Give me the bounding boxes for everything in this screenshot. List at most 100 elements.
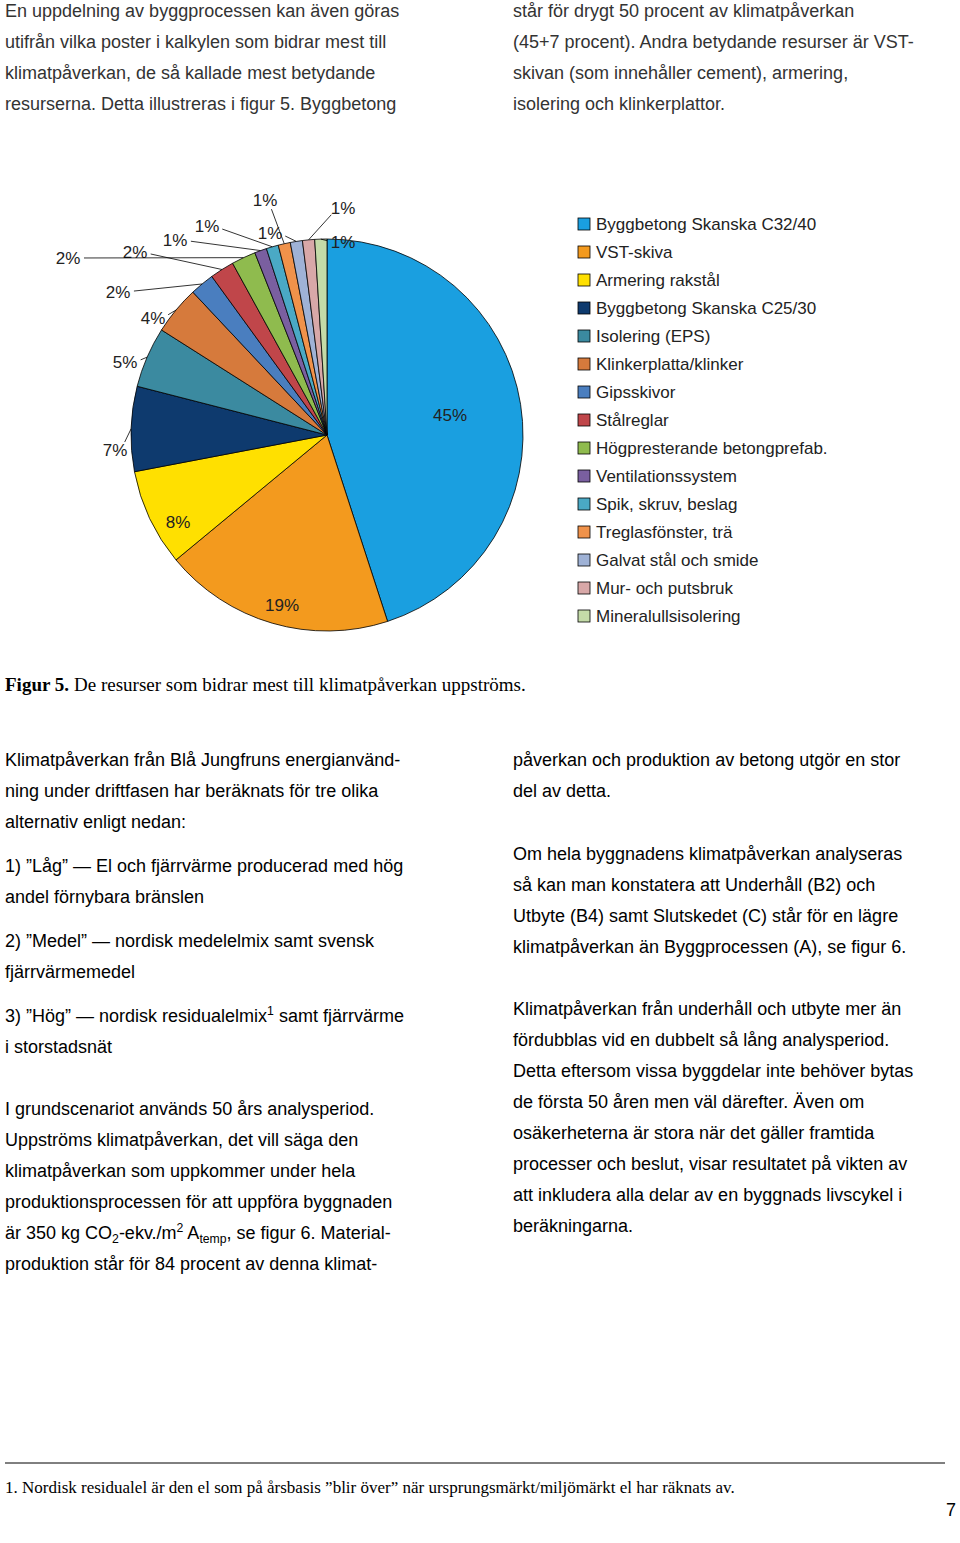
text-segment: samt fjärrvärme (274, 1006, 404, 1026)
leader-line (309, 215, 332, 240)
data-label: 1% (253, 191, 278, 210)
legend-swatch (578, 218, 590, 230)
text-segment: A (183, 1223, 199, 1243)
footnote: 1. Nordisk residualel är den el som på å… (5, 1478, 735, 1497)
leader-line (191, 241, 261, 250)
legend-swatch (578, 358, 590, 370)
body-line: osäkerheterna är stora när det gäller fr… (513, 1123, 875, 1143)
legend-label: VST-skiva (596, 243, 673, 262)
legend-swatch (578, 246, 590, 258)
footnote-rule (5, 1463, 945, 1464)
data-label: 7% (103, 441, 128, 460)
legend-swatch (578, 554, 590, 566)
legend-label: Högpresterande betongprefab. (596, 439, 828, 458)
body-line: 1) ”Låg” — El och fjärrvärme producerad … (5, 856, 403, 876)
body-line: de första 50 åren men väl därefter. Även… (513, 1092, 864, 1112)
body: Klimatpåverkan från Blå Jungfruns energi… (5, 750, 913, 1274)
leader-line (321, 239, 327, 241)
data-label: 2% (56, 249, 81, 268)
data-label: 1% (258, 224, 283, 243)
intro-line: utifrån vilka poster i kalkylen som bidr… (5, 32, 386, 52)
legend: Byggbetong Skanska C32/40 VST-skiva Armeri… (578, 215, 828, 626)
intro-line: klimatpåverkan, de så kallade mest betyd… (5, 63, 375, 83)
intro-line: En uppdelning av byggprocessen kan även … (5, 1, 399, 21)
legend-label: Byggbetong Skanska C25/30 (596, 299, 816, 318)
page: En uppdelning av byggprocessen kan även … (0, 0, 960, 1543)
caption: Figur 5.De resurser som bidrar mest till… (5, 674, 526, 695)
leader-line (134, 284, 202, 291)
legend-swatch (578, 302, 590, 314)
data-label: 8% (166, 513, 191, 532)
intro-line: isolering och klinkerplattor. (513, 94, 725, 114)
data-labels: 45%19%8%7%5%4%2%2%2%1%1%1%1%1%1% (56, 191, 467, 615)
body-line: klimatpåverkan än Byggprocessen (A), se … (513, 937, 906, 957)
legend-swatch (578, 582, 590, 594)
legend-swatch (578, 498, 590, 510)
legend-label: Byggbetong Skanska C32/40 (596, 215, 816, 234)
body-line: fjärrvärmemedel (5, 962, 135, 982)
body-line: Klimatpåverkan från Blå Jungfruns energi… (5, 750, 400, 770)
text-segment: 3) ”Hög” — nordisk residualelmix (5, 1006, 267, 1026)
body-line: är 350 kg CO2-ekv./m2 Atemp, se figur 6.… (5, 1221, 391, 1246)
text-segment: , se figur 6. Material- (227, 1223, 391, 1243)
body-line: Uppströms klimatpåverkan, det vill säga … (5, 1130, 358, 1150)
body-line: produktion står för 84 procent av denna … (5, 1254, 377, 1274)
intro-line: (45+7 procent). Andra betydande resurser… (513, 32, 914, 52)
pie-slice (302, 239, 327, 435)
legend-label: Galvat stål och smide (596, 551, 759, 570)
body-line: produktionsprocessen för att uppföra byg… (5, 1192, 392, 1212)
body-line: alternativ enligt nedan: (5, 812, 186, 832)
legend-label: Mineralullsisolering (596, 607, 741, 626)
page-number: 7 (946, 1500, 956, 1520)
legend-label: Isolering (EPS) (596, 327, 710, 346)
legend-label: Ventilationssystem (596, 467, 737, 486)
chart: 45%19%8%7%5%4%2%2%2%1%1%1%1%1%1%Byggbeto… (56, 191, 828, 631)
legend-label: Stålreglar (596, 411, 669, 430)
leader-line (141, 357, 147, 360)
body-line: 2) ”Medel” — nordisk medelelmix samt sve… (5, 931, 375, 951)
legend-swatch (578, 330, 590, 342)
caption-text: De resurser som bidrar mest till klimatp… (74, 674, 526, 695)
background (0, 0, 960, 1543)
body-line: klimatpåverkan som uppkommer under hela (5, 1161, 356, 1181)
caption-label: Figur 5. (5, 674, 69, 695)
body-line: del av detta. (513, 781, 611, 801)
intro: En uppdelning av byggprocessen kan även … (5, 1, 914, 114)
body-line: Detta eftersom vissa byggdelar inte behö… (513, 1061, 913, 1081)
data-label: 2% (106, 283, 131, 302)
legend-swatch (578, 610, 590, 622)
data-label: 2% (123, 243, 148, 262)
body-line: 3) ”Hög” — nordisk residualelmix1 samt f… (5, 1004, 404, 1026)
body-line: så kan man konstatera att Underhåll (B2)… (513, 875, 875, 895)
body-line: processer och beslut, visar resultatet p… (513, 1154, 907, 1174)
body-line: fördubblas vid en dubbelt så lång analys… (513, 1030, 889, 1050)
data-label: 1% (331, 233, 356, 252)
body-line: Om hela byggnadens klimatpåverkan analys… (513, 844, 902, 864)
body-line: beräkningarna. (513, 1216, 633, 1236)
body-line: ning under driftfasen har beräknats för … (5, 781, 379, 801)
data-label: 1% (163, 231, 188, 250)
data-label: 4% (141, 309, 166, 328)
data-label: 5% (113, 353, 138, 372)
legend-label: Treglasfönster, trä (596, 523, 733, 542)
text-segment: temp (199, 1232, 226, 1246)
legend-swatch (578, 526, 590, 538)
body-line: Utbyte (B4) samt Slutskedet (C) står för… (513, 906, 898, 926)
legend-swatch (578, 386, 590, 398)
data-label: 45% (433, 406, 467, 425)
leader-line (168, 310, 176, 315)
legend-label: Armering rakstål (596, 271, 720, 290)
intro-line: skivan (som innehåller cement), armering… (513, 63, 848, 83)
data-label: 1% (195, 217, 220, 236)
text-segment: -ekv./m (119, 1223, 177, 1243)
legend-swatch (578, 442, 590, 454)
pie-slice (315, 239, 327, 435)
pie (131, 239, 523, 631)
leader-line (151, 254, 222, 270)
legend-label: Gipsskivor (596, 383, 676, 402)
legend-label: Spik, skruv, beslag (596, 495, 737, 514)
data-label: 1% (331, 199, 356, 218)
legend-label: Klinkerplatta/klinker (596, 355, 744, 374)
body-line: andel förnybara bränslen (5, 887, 204, 907)
body-line: påverkan och produktion av betong utgör … (513, 750, 900, 770)
